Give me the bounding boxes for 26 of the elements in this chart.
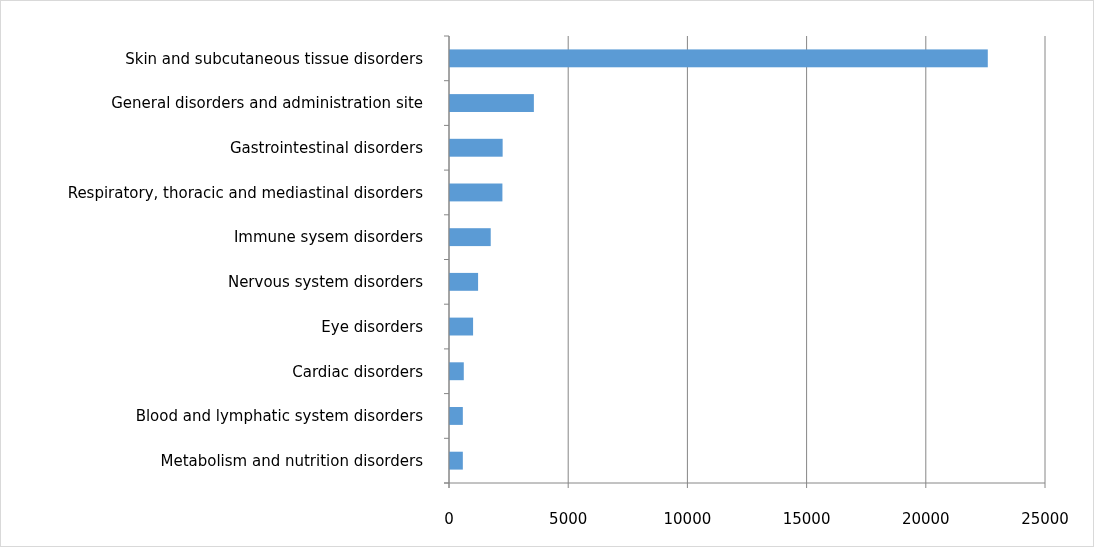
x-tick-label: 5000	[549, 510, 588, 528]
x-tick-label: 25000	[1021, 510, 1069, 528]
bar	[449, 183, 503, 202]
bar	[449, 362, 464, 381]
y-tick-label: Respiratory, thoracic and mediastinal disorders	[67, 183, 424, 202]
y-tick-label: Metabolism and nutrition disorders	[160, 451, 424, 470]
bar	[449, 94, 534, 112]
y-tick-label: Eye disorders	[321, 317, 424, 336]
x-tick-label: 0	[444, 510, 454, 528]
y-tick-label: Gastrointestinal disorders	[229, 139, 424, 157]
y-tick-label: Skin and subcutaneous tissue disorders	[125, 49, 424, 68]
bar	[449, 228, 491, 247]
y-tick-label: Immune sysem disorders	[233, 228, 424, 247]
y-tick-label: Blood and lymphatic system disorders	[135, 407, 424, 426]
bar	[449, 407, 463, 425]
x-tick-label: 20000	[901, 510, 950, 528]
x-tick-label: 10000	[663, 510, 712, 528]
bar	[449, 317, 474, 336]
bar	[449, 138, 503, 157]
bar	[449, 272, 479, 291]
y-tick-label: General disorders and administration site	[111, 94, 423, 113]
y-tick-label: Nervous system disorders	[227, 273, 424, 292]
x-tick-label: 15000	[782, 510, 831, 528]
bar	[449, 49, 988, 68]
bar	[449, 451, 463, 470]
y-tick-label: Cardiac disorders	[292, 362, 424, 381]
